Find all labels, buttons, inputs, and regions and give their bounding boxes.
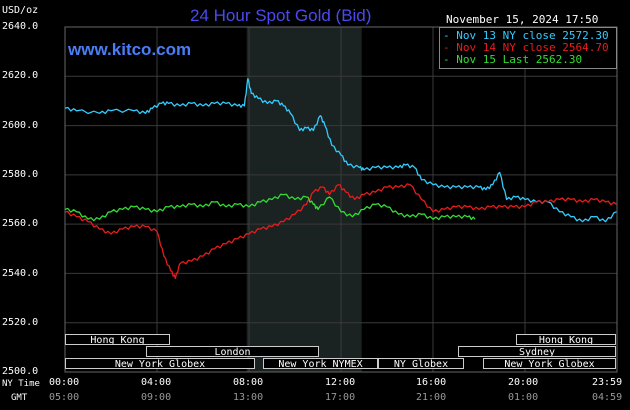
nymex-hours-highlight: [246, 27, 362, 372]
session-ny-globex-early: New York Globex: [65, 358, 255, 369]
y-tick-label: 2620.0: [2, 70, 39, 81]
session-hong-kong-early: Hong Kong: [65, 334, 170, 345]
legend-item-nov14: - Nov 14 NY close 2564.70: [443, 41, 609, 54]
legend-dash-nov15: -: [443, 53, 457, 66]
x-tick-ny: 16:00: [416, 377, 447, 388]
chart-title: 24 Hour Spot Gold (Bid): [190, 6, 372, 25]
plot-border: [64, 26, 618, 373]
y-tick-label: 2640.0: [2, 21, 39, 32]
legend-label-nov14: Nov 14 NY close 2564.70: [456, 41, 609, 54]
legend-label-nov15: Nov 15 Last 2562.30: [456, 53, 583, 66]
x-tick-ny: 04:00: [141, 377, 172, 388]
timestamp: November 15, 2024 17:50: [446, 13, 599, 26]
x-tick-ny: 20:00: [508, 377, 539, 388]
session-ny-globex-mid: NY Globex: [378, 358, 464, 369]
legend-label-nov13: Nov 13 NY close 2572.30: [456, 29, 609, 42]
y-axis-unit: USD/oz: [2, 5, 39, 16]
session-ny-globex-late: New York Globex: [483, 358, 616, 369]
x-tick-ny: 23:59: [592, 377, 623, 388]
x-tick-gmt: 04:59: [592, 392, 623, 403]
x-tick-gmt: 09:00: [141, 392, 172, 403]
x-tick-ny: 12:00: [325, 377, 356, 388]
legend-dash-nov13: -: [443, 29, 457, 42]
legend: - Nov 13 NY close 2572.30 - Nov 14 NY cl…: [439, 27, 617, 69]
gmt-label: GMT: [11, 393, 28, 403]
session-hong-kong-late: Hong Kong: [516, 334, 616, 345]
y-tick-label: 2600.0: [2, 120, 39, 131]
x-tick-gmt: 17:00: [325, 392, 356, 403]
session-ny-nymex: New York NYMEX: [263, 358, 378, 369]
x-tick-gmt: 01:00: [508, 392, 539, 403]
y-tick-label: 2520.0: [2, 317, 39, 328]
x-tick-gmt: 13:00: [233, 392, 264, 403]
site-link[interactable]: www.kitco.com: [68, 40, 192, 59]
series-line-2: [64, 183, 617, 280]
legend-dash-nov14: -: [443, 41, 457, 54]
session-london: London: [146, 346, 319, 357]
y-tick-label: 2560.0: [2, 218, 39, 229]
y-tick-label: 2500.0: [2, 366, 39, 377]
ny-time-label: NY Time: [2, 379, 40, 389]
y-tick-label: 2580.0: [2, 169, 39, 180]
x-tick-gmt: 21:00: [416, 392, 447, 403]
x-tick-ny: 08:00: [233, 377, 264, 388]
series-line-1: [64, 78, 617, 223]
series-line-3: [64, 193, 476, 222]
session-sydney: Sydney: [458, 346, 616, 357]
legend-item-nov13: - Nov 13 NY close 2572.30: [443, 29, 609, 42]
x-tick-gmt: 05:00: [49, 392, 80, 403]
y-tick-label: 2540.0: [2, 268, 39, 279]
x-tick-ny: 00:00: [49, 377, 80, 388]
legend-item-nov15: - Nov 15 Last 2562.30: [443, 53, 582, 66]
